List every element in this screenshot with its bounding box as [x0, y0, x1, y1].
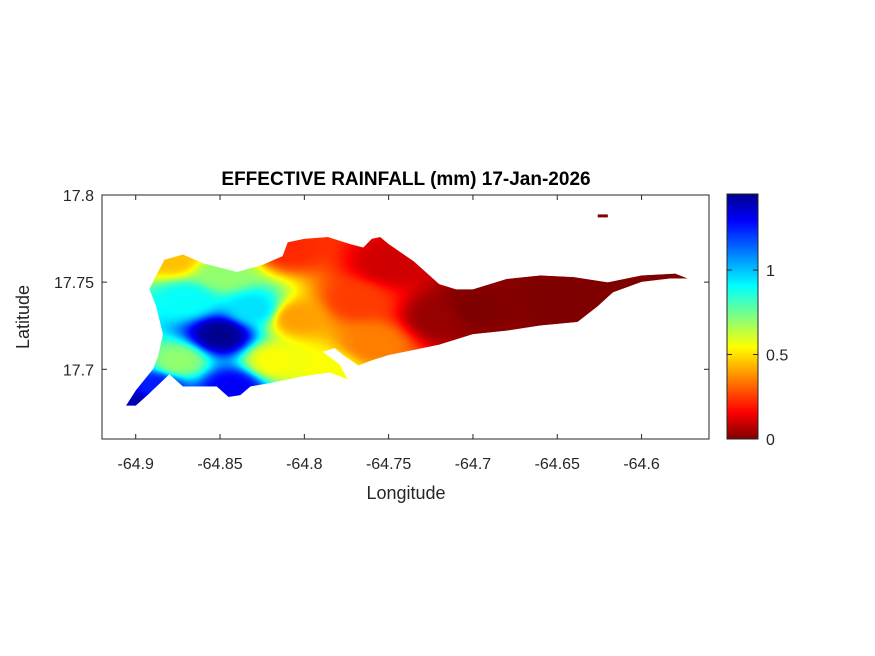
- x-tick-label: -64.75: [366, 456, 411, 473]
- x-axis: -64.9 -64.85 -64.8 -64.75 -64.7 -64.65 -64.6: [117, 195, 660, 473]
- colorbar-tick-label: 0.5: [766, 348, 788, 365]
- colorbar-gradient: [726, 193, 759, 440]
- x-axis-label: Longitude: [366, 483, 445, 503]
- x-tick-label: -64.9: [117, 456, 154, 473]
- x-tick-label: -64.6: [623, 456, 660, 473]
- x-tick-label: -64.65: [535, 456, 580, 473]
- x-tick-label: -64.8: [286, 456, 323, 473]
- y-tick-label: 17.8: [63, 188, 94, 205]
- y-tick-label: 17.75: [54, 275, 94, 292]
- chart-title: EFFECTIVE RAINFALL (mm) 17-Jan-2026: [221, 169, 590, 190]
- x-tick-label: -64.85: [197, 456, 242, 473]
- colorbar-axis: 00.51: [727, 263, 788, 449]
- island-outline: [125, 236, 689, 407]
- colorbar-tick-label: 1: [766, 263, 775, 280]
- y-axis-label: Latitude: [13, 285, 33, 349]
- colorbar-tick-label: 0: [766, 432, 775, 449]
- colorbar: 00.51: [726, 193, 788, 449]
- y-tick-label: 17.7: [63, 362, 94, 379]
- y-axis: 17.7 17.75 17.8: [54, 188, 709, 379]
- map-area: [101, 194, 710, 440]
- x-tick-label: -64.7: [455, 456, 492, 473]
- plot-frame: [101, 194, 710, 440]
